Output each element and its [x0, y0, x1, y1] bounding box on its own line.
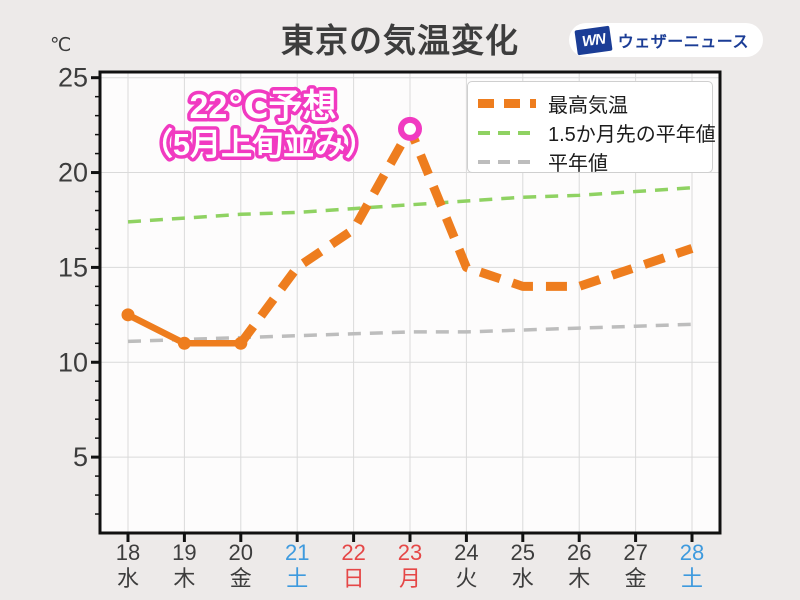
x-tick-weekday: 水 — [117, 566, 139, 591]
x-tick-date: 24 — [454, 540, 478, 565]
x-tick-date: 18 — [116, 540, 140, 565]
y-tick-label: 10 — [58, 347, 88, 377]
x-tick-date: 27 — [623, 540, 647, 565]
normal-ahead-line-swatch — [478, 130, 536, 135]
x-tick-weekday: 火 — [455, 566, 477, 591]
y-axis-unit-label: ℃ — [50, 35, 72, 56]
forecast-annotation-line2: （5月上旬並み） — [142, 127, 376, 162]
legend-label: 平年値 — [548, 153, 608, 175]
x-tick-date: 23 — [398, 540, 422, 565]
x-tick-date: 19 — [172, 540, 196, 565]
chart-legend: 最高気温 1.5か月先の平年値 平年値 — [467, 81, 716, 176]
series-line-max-temp-forecast — [237, 124, 694, 346]
x-tick-weekday: 水 — [512, 566, 534, 591]
x-tick-date: 20 — [229, 540, 253, 565]
x-tick-weekday: 日 — [343, 566, 365, 591]
series-line-green — [127, 185, 693, 224]
observed-point-marker — [177, 336, 191, 350]
x-tick-weekday: 月 — [399, 566, 421, 591]
observed-point-marker — [234, 336, 248, 350]
series-line-gray — [127, 322, 693, 344]
legend-label: 最高気温 — [548, 95, 628, 117]
x-tick-date: 22 — [341, 540, 365, 565]
weathernews-logo: WN ウェザーニュース — [568, 23, 763, 57]
x-tick-weekday: 土 — [681, 566, 703, 591]
y-tick-label: 25 — [58, 63, 88, 93]
y-tick-label: 15 — [58, 252, 88, 282]
y-tick-label: 20 — [58, 158, 88, 188]
x-tick-date: 25 — [511, 540, 535, 565]
legend-item-normal-ahead: 1.5か月先の平年値 — [478, 118, 716, 147]
x-tick-weekday: 土 — [286, 566, 308, 591]
x-tick-date: 26 — [567, 540, 591, 565]
brand-name: ウェザーニュース — [617, 34, 749, 51]
max-temp-line-swatch — [478, 99, 536, 108]
x-tick-weekday: 金 — [230, 566, 252, 591]
page-title: 東京の気温変化 — [281, 22, 519, 59]
x-tick-date: 21 — [285, 540, 309, 565]
legend-item-max-temp: 最高気温 — [478, 89, 702, 118]
x-tick-date: 28 — [680, 540, 704, 565]
x-tick-weekday: 木 — [568, 566, 590, 591]
forecast-annotation-line1: 22℃予想 — [190, 88, 337, 126]
y-tick-label: 5 — [73, 442, 88, 472]
normal-line-swatch — [478, 159, 536, 164]
observed-point-marker — [121, 308, 135, 322]
legend-item-normal: 平年値 — [478, 147, 702, 176]
x-tick-weekday: 金 — [625, 566, 647, 591]
x-tick-weekday: 木 — [173, 566, 195, 591]
legend-label: 1.5か月先の平年値 — [548, 124, 716, 146]
forecast-peak-marker — [398, 116, 422, 141]
